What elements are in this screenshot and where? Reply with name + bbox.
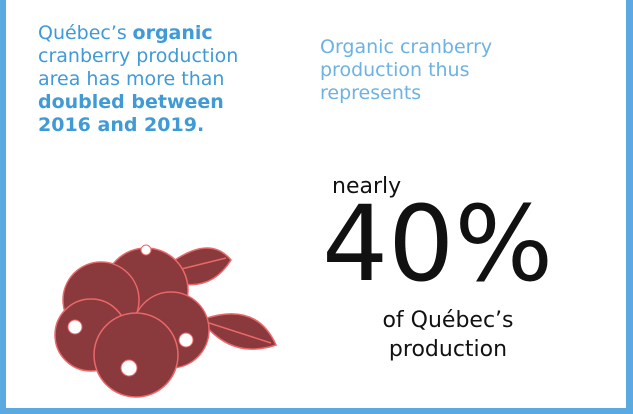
text-line: doubled between	[38, 91, 238, 114]
text: area has more than	[38, 68, 224, 90]
text: cranberry production	[38, 45, 238, 67]
text: Québec’s	[38, 22, 127, 44]
text-line: area has more than	[38, 68, 238, 91]
bold-text: 2016 and 2019.	[38, 114, 204, 136]
stat-value: 40%	[322, 192, 553, 296]
infographic: Québec’s organiccranberry productionarea …	[0, 0, 633, 414]
text-line: Québec’s organic	[38, 22, 238, 45]
stat-suffix: of Québec’s production	[358, 306, 538, 364]
side-text: Organic cranberry production thus repres…	[320, 36, 560, 105]
bold-text: organic	[133, 22, 213, 44]
bold-text: doubled between	[38, 91, 224, 113]
text-line: 2016 and 2019.	[38, 114, 238, 137]
leaf	[201, 314, 276, 349]
berry	[94, 313, 178, 397]
text-line: cranberry production	[38, 45, 238, 68]
